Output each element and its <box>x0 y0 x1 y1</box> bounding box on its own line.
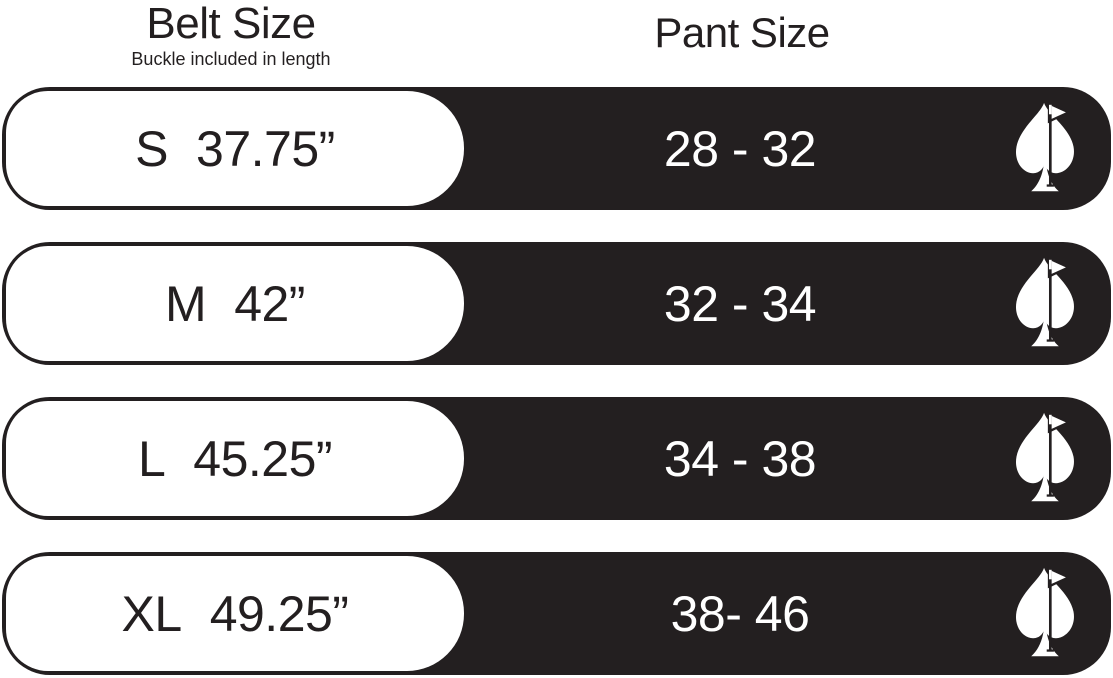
belt-length-value: 49.25” <box>209 585 349 642</box>
size-label: M <box>165 275 207 332</box>
belt-size-title: Belt Size <box>146 0 316 48</box>
belt-size-header: Belt Size Buckle included in length <box>0 0 462 69</box>
pant-range-value: 28 - 32 <box>663 120 817 177</box>
belt-row-m: M 42” 32 - 34 <box>2 242 1111 365</box>
pant-range-value: 34 - 38 <box>663 430 817 487</box>
pant-size-title: Pant Size <box>654 9 830 56</box>
belt-length-value: 45.25” <box>193 430 333 487</box>
spade-flagstick-icon <box>1015 102 1074 192</box>
spade-flagstick-icon <box>1015 412 1074 502</box>
spade-flagstick-icon <box>1015 567 1074 657</box>
pant-range-value: 38- 46 <box>670 585 810 642</box>
belt-row-s: S 37.75” 28 - 32 <box>2 87 1111 210</box>
belt-size-pill: S 37.75” <box>6 91 464 206</box>
size-label: S <box>135 120 169 177</box>
belt-size-subtitle: Buckle included in length <box>131 49 331 69</box>
belt-length-value: 37.75” <box>196 120 335 177</box>
belt-size-pill: M 42” <box>6 246 464 361</box>
belt-size-pill: L 45.25” <box>6 401 464 516</box>
belt-row-xl: XL 49.25” 38- 46 <box>2 552 1111 675</box>
size-label: XL <box>121 585 183 642</box>
pant-range-value: 32 - 34 <box>663 275 817 332</box>
size-label: L <box>137 430 166 487</box>
spade-flagstick-icon <box>1015 257 1074 347</box>
belt-size-pill: XL 49.25” <box>6 556 464 671</box>
belt-length-value: 42” <box>234 275 305 332</box>
belt-row-l: L 45.25” 34 - 38 <box>2 397 1111 520</box>
